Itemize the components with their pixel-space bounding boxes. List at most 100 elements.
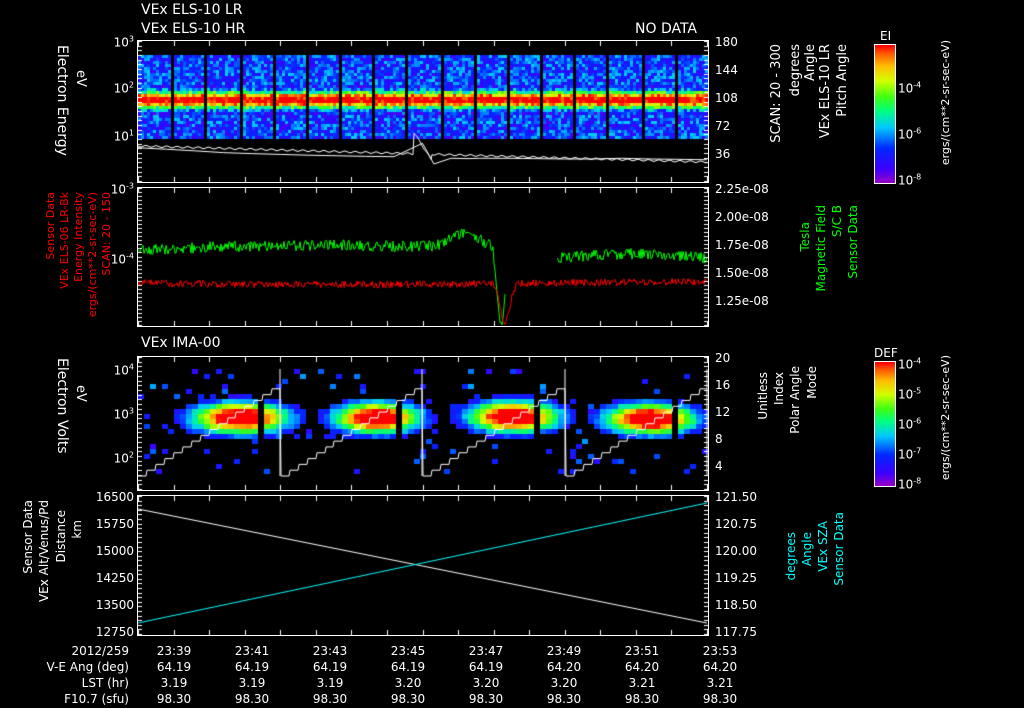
table-row-label-2: LST (hr) <box>81 676 129 690</box>
panel4-right-label-line4-wrap: degrees <box>784 532 798 581</box>
panel4-right-tick-3: 119.25 <box>715 571 757 585</box>
panel4-right-tick-2: 120.00 <box>715 544 757 558</box>
panel2-left-tick-labels: 10-3 10-4 <box>90 182 134 327</box>
panel3-left-tick-0: 104 <box>113 362 134 378</box>
panel2-left-label-line3: Energy Intensity <box>72 192 85 282</box>
panel3-right-label-line3: Index <box>772 372 786 406</box>
panel-altitude-sza <box>137 495 709 636</box>
panel2-left-tick-1: 10-4 <box>110 251 134 267</box>
panel1-right-label-line1-wrap: Pitch Angle <box>835 44 850 117</box>
panel1-left-tick-labels: 103 102 101 <box>90 35 134 183</box>
table-row: LST (hr) 3.19 3.19 3.19 3.20 3.20 3.20 3.21 3.21 <box>0 675 759 691</box>
table-row: 2012/259 23:39 23:41 23:43 23:45 23:47 23:49 23… <box>0 643 759 659</box>
colorbar1-electron-intensity <box>874 44 896 184</box>
panel4-left-label-line2: VEx Alt/Venus/Pd <box>37 500 51 603</box>
table-cell-r2-c4: 3.20 <box>472 676 500 690</box>
panel4-left-label-line3-wrap: Distance <box>54 510 68 562</box>
panel1-left-tick-2: 101 <box>113 128 134 144</box>
table-cell-r1-c3: 64.19 <box>390 660 426 674</box>
colorbar1-tick-labels: 10-4 10-6 10-8 <box>898 44 938 188</box>
panel1-right-label-line3: Angle <box>803 44 818 81</box>
panel2-right-label-line4: Tesla <box>798 222 812 252</box>
panel3-yunits: eV <box>73 385 88 402</box>
table-cell-r3-c6: 98.30 <box>624 692 660 706</box>
table-cell-r1-c1: 64.19 <box>234 660 270 674</box>
panel2-right-tick-4: 1.25e-08 <box>715 294 769 308</box>
time-parameter-table: 2012/259 23:39 23:41 23:43 23:45 23:47 23:49 23… <box>0 643 759 707</box>
panel2-left-label-line2: VEx ELS-06 LR-Bk <box>58 192 71 289</box>
panel1-ylabel: Electron Energy <box>54 45 70 156</box>
panel3-right-label-line4-wrap: Unitless <box>756 372 770 420</box>
table-cell-r3-c0: 98.30 <box>156 692 192 706</box>
panel2-right-label-line1: Sensor Data <box>846 205 860 279</box>
panel2-right-label-line3-wrap: Magnetic Field <box>814 205 828 292</box>
panel-ima-ion-spectrogram <box>137 356 709 491</box>
colorbar1-name: EI <box>880 29 892 43</box>
panel4-right-tick-5: 117.75 <box>715 625 757 639</box>
panel1-right-tick-2: 108 <box>715 91 738 105</box>
panel1-nodata-label: NO DATA <box>635 21 698 37</box>
panel3-right-tick-2: 12 <box>715 405 731 419</box>
panel2-right-tick-3: 1.50e-08 <box>715 266 769 280</box>
panel3-right-tick-1: 16 <box>715 378 731 392</box>
panel2-right-label-line2-wrap: S/C B <box>830 205 844 238</box>
table-cell-r2-c1: 3.19 <box>238 676 266 690</box>
colorbar1-tick-1: 10-6 <box>898 126 922 142</box>
panel1-right-label-line4: degrees <box>788 44 803 97</box>
panel3-right-label-line1-wrap: Mode <box>805 366 819 399</box>
table-cell-r1-c2: 64.19 <box>312 660 348 674</box>
panel1-right-label-line5: SCAN: 20 - 300 <box>769 44 784 143</box>
panel3-spectrogram-canvas <box>138 357 708 490</box>
colorbar2-name: DEF <box>874 346 898 360</box>
panel4-left-tick-5: 12750 <box>95 625 134 639</box>
panel4-right-label-line3-wrap: Angle <box>800 532 814 566</box>
panel4-right-tick-0: 121.50 <box>715 490 757 504</box>
table-cell-r3-c5: 98.30 <box>546 692 582 706</box>
panel3-right-tick-4: 4 <box>715 459 723 473</box>
panel2-right-tick-2: 1.75e-08 <box>715 238 769 252</box>
panel1-right-label: SCAN: 20 - 300 <box>769 44 784 143</box>
bottom-time-table: 2012/259 23:39 23:41 23:43 23:45 23:47 23:49 23… <box>0 643 760 707</box>
panel4-left-tick-1: 15750 <box>95 517 134 531</box>
panel2-right-label-line4-wrap: Tesla <box>798 222 812 252</box>
panel4-left-label-line2-wrap: VEx Alt/Venus/Pd <box>37 500 51 603</box>
table-row-label-3: F10.7 (sfu) <box>64 692 129 706</box>
table-cell-r3-c2: 98.30 <box>312 692 348 706</box>
colorbar2-tick-2: 10-6 <box>898 416 922 432</box>
panel3-right-label-line1: Mode <box>805 366 819 399</box>
colorbar2-units-text: ergs/(cm**2-sr-sec-eV) <box>939 355 952 481</box>
table-cell-r3-c1: 98.30 <box>234 692 270 706</box>
colorbar1-units-text: ergs/(cm**2-sr-sec-eV) <box>939 40 952 166</box>
table-cell-r2-c5: 3.20 <box>550 676 578 690</box>
panel3-right-label-line2: Polar Angle <box>788 366 802 434</box>
panel2-right-label-line3: Magnetic Field <box>814 205 828 292</box>
table-cell-r1-c5: 64.20 <box>546 660 582 674</box>
panel4-right-label-line4: degrees <box>784 532 798 581</box>
panel2-right-label-line1-wrap: Sensor Data <box>846 205 860 279</box>
panel2-left-label-line1: Sensor Data <box>44 192 57 260</box>
panel3-left-tick-labels: 104 103 102 <box>90 356 134 491</box>
panel4-left-tick-3: 14250 <box>95 571 134 585</box>
panel2-left-label-line3-wrap: Energy Intensity <box>72 192 85 282</box>
panel2-right-label-line2: S/C B <box>830 205 844 238</box>
table-cell-r0-c5: 23:49 <box>546 644 582 658</box>
panel-energy-intensity-magnetic-field <box>137 187 709 327</box>
colorbar2-tick-1: 10-5 <box>898 386 922 402</box>
panel4-right-tick-4: 118.50 <box>715 598 757 612</box>
table-cell-r0-c0: 23:39 <box>156 644 192 658</box>
panel1-right-label-line3-wrap: Angle <box>803 44 818 81</box>
panel1-right-label-line2-wrap: VEx ELS-10 LR <box>818 44 833 138</box>
panel-electron-energy-spectrogram <box>137 40 709 183</box>
panel4-left-label-line1: Sensor Data <box>21 500 35 574</box>
panel1-right-label-line1: Pitch Angle <box>835 44 850 117</box>
panel1-right-tick-labels: 180 144 108 72 36 <box>715 35 765 183</box>
panel4-left-tick-4: 13500 <box>95 598 134 612</box>
panel4-left-tick-labels: 16500 15750 15000 14250 13500 12750 <box>82 490 134 639</box>
colorbar2-tick-4: 10-8 <box>898 476 922 492</box>
panel4-left-tick-2: 15000 <box>95 544 134 558</box>
panel4-right-label-line1-wrap: Sensor Data <box>832 512 846 586</box>
panel2-right-tick-1: 2.00e-08 <box>715 210 769 224</box>
panel1-spectrogram-canvas <box>138 41 708 182</box>
table-row-label-1: V-E Ang (deg) <box>46 660 129 674</box>
table-cell-r0-c3: 23:45 <box>390 644 426 658</box>
